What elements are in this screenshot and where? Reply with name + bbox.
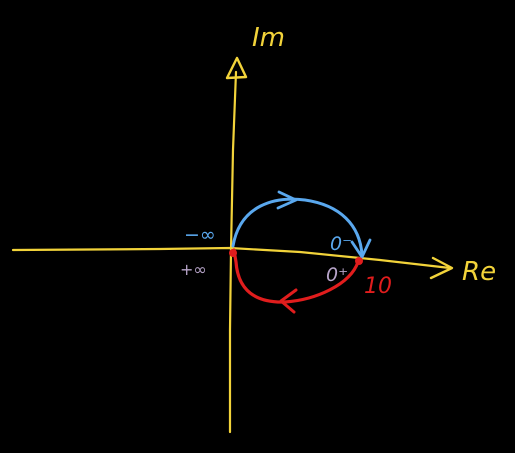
origin-point — [229, 249, 237, 257]
plus-infinity-label: +∞ — [180, 260, 207, 279]
imag-axis-label: Im — [252, 23, 285, 53]
critical-point — [355, 257, 363, 265]
zero-plus-label: 0⁺ — [326, 264, 348, 286]
minus-infinity-label: −∞ — [184, 224, 216, 246]
critical-point-value-label: 10 — [364, 274, 392, 299]
real-axis-label: Re — [462, 257, 496, 287]
zero-minus-label: 0⁻ — [330, 233, 352, 255]
